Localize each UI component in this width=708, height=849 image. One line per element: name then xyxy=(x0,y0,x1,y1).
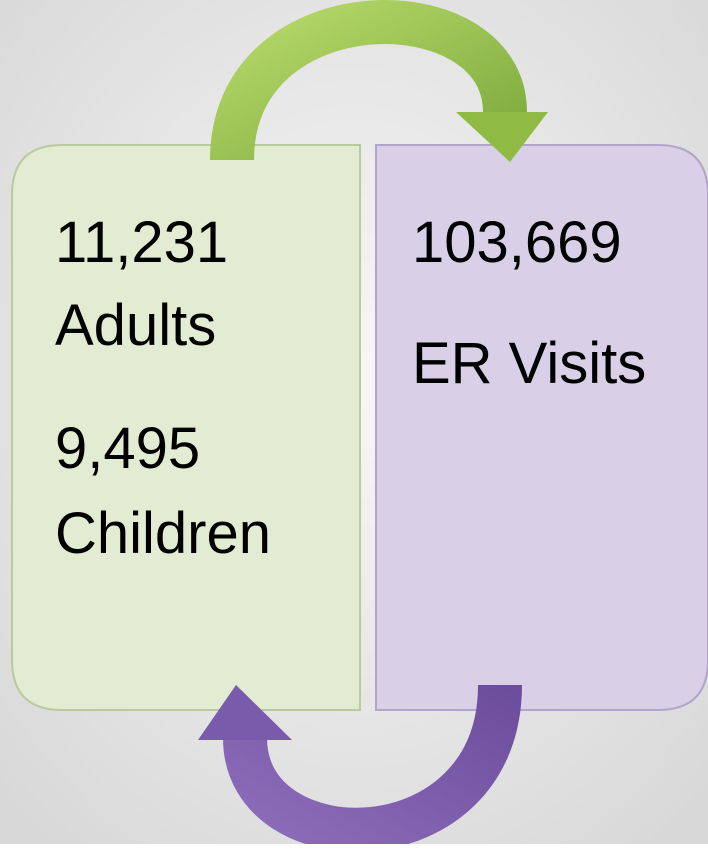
children-count: 9,495 xyxy=(55,416,200,481)
children-label: Children xyxy=(55,501,271,566)
er-visits-count: 103,669 xyxy=(412,210,622,275)
green-arrow-body xyxy=(210,0,527,161)
left-box xyxy=(11,144,361,711)
purple-arrow-body xyxy=(223,684,522,849)
adults-label: Adults xyxy=(55,293,216,358)
green-arrow xyxy=(210,0,548,162)
adults-count: 11,231 xyxy=(55,210,228,275)
purple-arrow xyxy=(198,684,522,849)
green-arrow-head xyxy=(456,112,548,162)
er-visits-label: ER Visits xyxy=(412,331,646,396)
purple-arrow-head xyxy=(198,685,292,740)
right-box xyxy=(375,144,708,711)
